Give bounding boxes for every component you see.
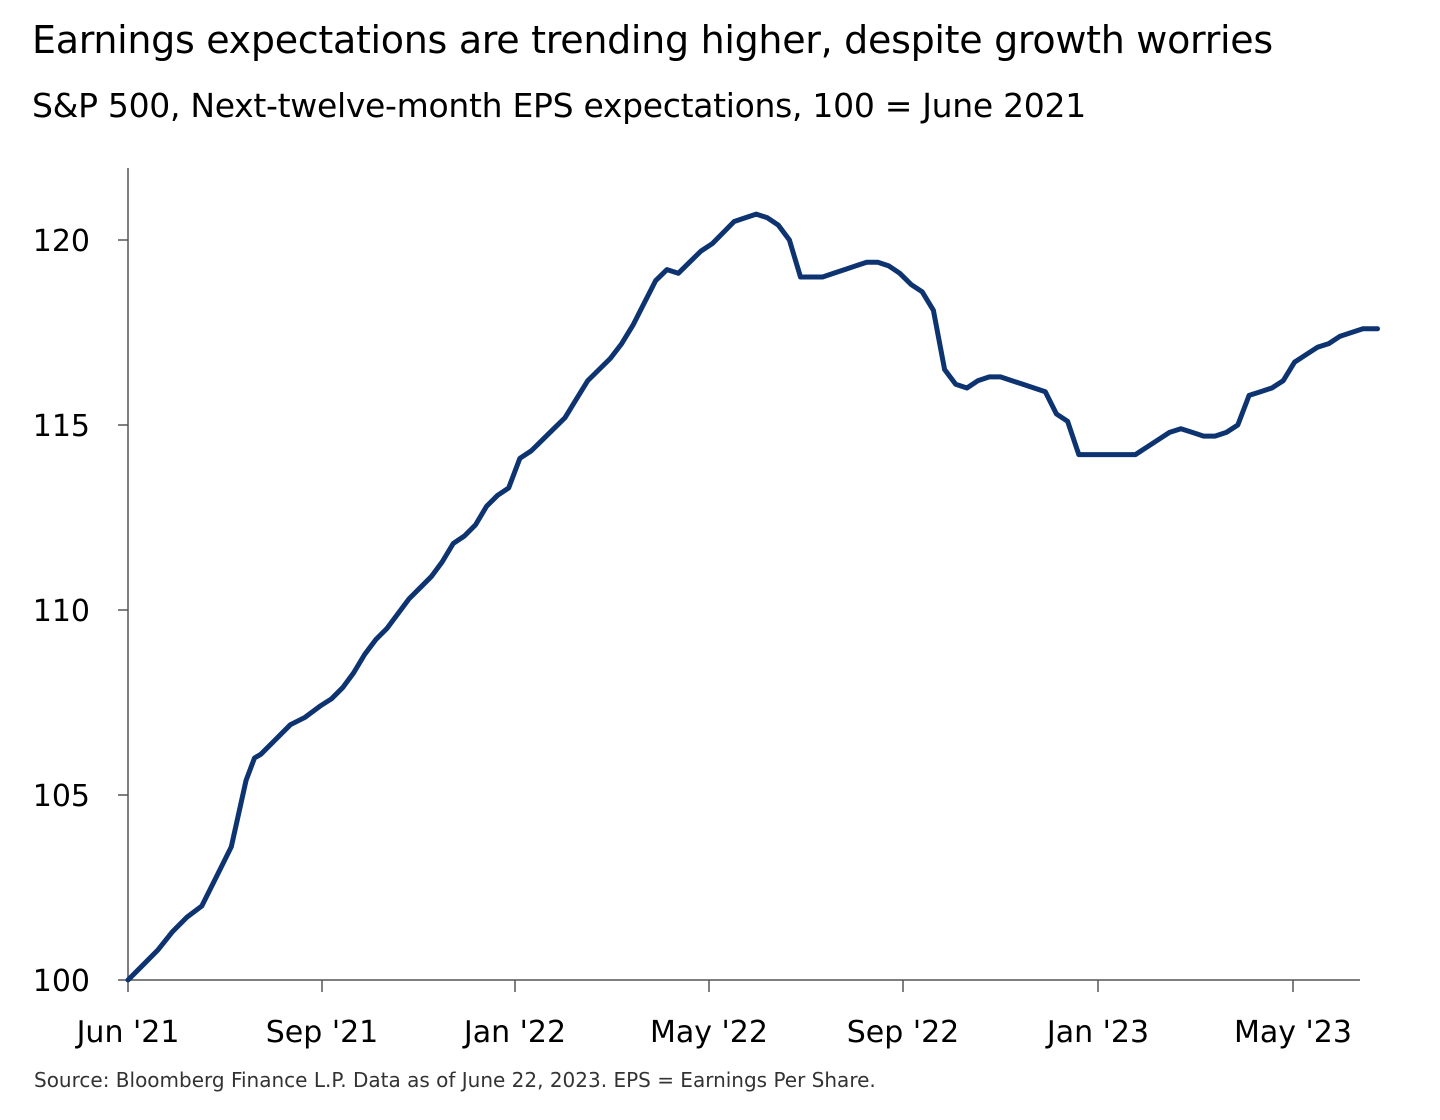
x-axis-ticks: Jun '21 Sep '21 Jan '22 May '22 Sep '22 Jan '…: [75, 980, 1352, 1050]
x-tick-label: Jan '23: [1045, 1015, 1149, 1050]
x-tick-label: Jun '21: [75, 1015, 180, 1050]
series-line-eps: [125, 211, 1380, 983]
x-tick-label: May '23: [1234, 1015, 1352, 1050]
y-tick-label: 120: [33, 224, 90, 259]
x-tick-label: May '22: [650, 1015, 768, 1050]
y-axis-ticks: 100 105 110 115 120: [33, 224, 128, 999]
x-tick-label: Jan '22: [462, 1015, 566, 1050]
x-tick-label: Sep '21: [266, 1015, 379, 1050]
y-tick-label: 115: [33, 409, 90, 444]
y-tick-label: 110: [33, 594, 90, 629]
y-tick-label: 105: [33, 779, 90, 814]
chart-title: Earnings expectations are trending highe…: [32, 18, 1273, 62]
line-chart: 100 105 110 115 120 Jun '21 Sep '21 Jan '22 May…: [33, 168, 1380, 1050]
chart-subtitle: S&P 500, Next-twelve-month EPS expectati…: [32, 86, 1086, 125]
source-note: Source: Bloomberg Finance L.P. Data as o…: [34, 1068, 876, 1092]
x-tick-label: Sep '22: [847, 1015, 960, 1050]
y-tick-label: 100: [33, 964, 90, 999]
